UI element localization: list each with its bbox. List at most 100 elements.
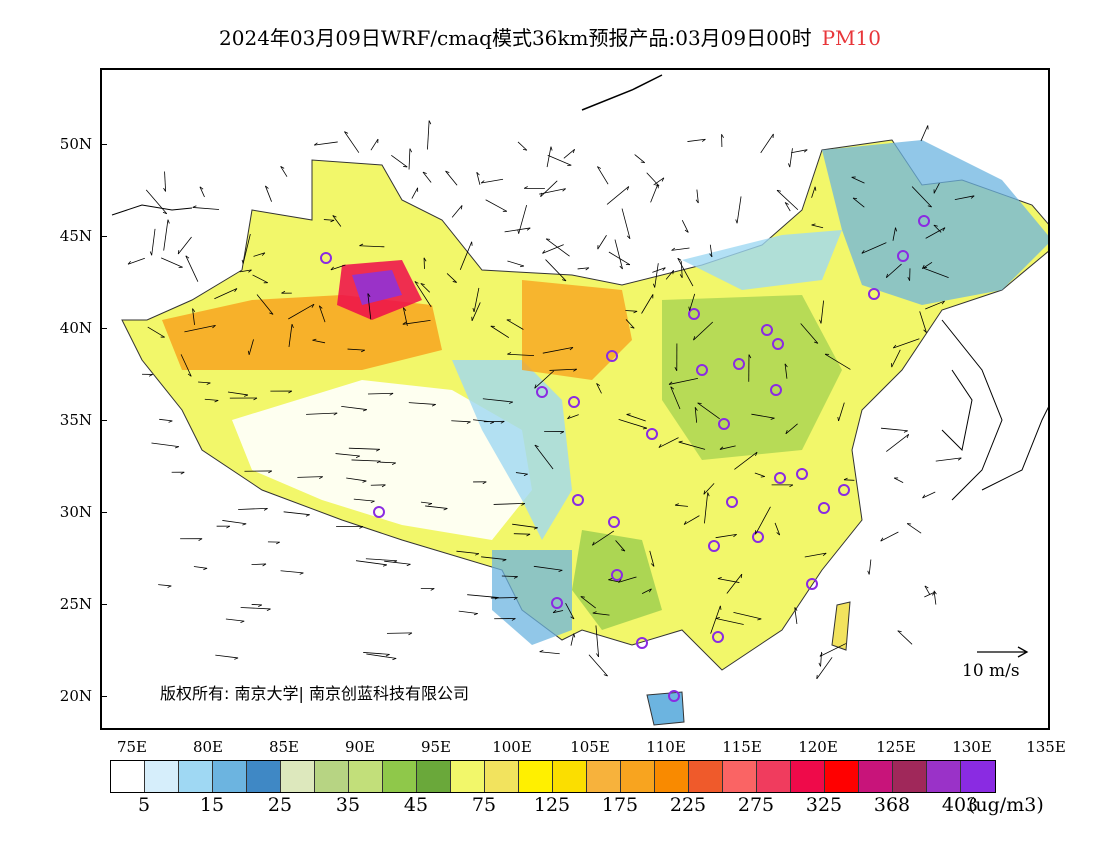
- wind-vector-head: [957, 457, 962, 461]
- colorbar-cell: [621, 761, 655, 792]
- wind-vector-head: [507, 352, 512, 355]
- wind-vector-head: [674, 503, 679, 506]
- wind-vector-head: [198, 538, 203, 541]
- wind-vector: [507, 260, 525, 267]
- wind-vector-head: [420, 283, 425, 285]
- wind-vector-head: [658, 444, 662, 448]
- wind-vector-head: [794, 607, 798, 611]
- wind-vector: [851, 176, 865, 184]
- wind-vector-head: [523, 473, 528, 476]
- wind-vector-head: [822, 552, 827, 556]
- lat-tick: [100, 328, 107, 329]
- wind-vector: [736, 196, 742, 224]
- wind-vector: [880, 531, 899, 542]
- wind-vector-head: [148, 374, 153, 377]
- wind-vector: [163, 219, 169, 251]
- wind-vector: [565, 602, 575, 620]
- tibet-east-blue: [452, 360, 572, 540]
- wind-vector: [534, 444, 554, 470]
- wind-vector: [414, 281, 432, 308]
- wind-vector-head: [941, 300, 945, 305]
- wind-vector-head: [785, 429, 788, 434]
- wind-vector: [880, 427, 908, 432]
- wind-vector: [253, 252, 266, 257]
- wind-vector: [264, 185, 272, 202]
- wind-vector-head: [533, 527, 538, 530]
- wind-vector: [420, 501, 432, 504]
- wind-vector-head: [880, 537, 884, 542]
- wind-vector: [811, 224, 824, 229]
- wind-vector: [751, 413, 775, 419]
- japan-coast: [981, 406, 1048, 491]
- wind-vector: [485, 199, 508, 212]
- colorbar-cell: [723, 761, 757, 792]
- wind-vector: [816, 657, 833, 680]
- wind-vector: [654, 263, 659, 288]
- wind-vector-head: [721, 134, 724, 138]
- wind-vector-head: [569, 347, 574, 351]
- wind-vector-head: [695, 199, 699, 204]
- wind-vector-head: [927, 205, 932, 208]
- wind-vector: [935, 457, 962, 462]
- wind-vector-head: [621, 549, 626, 552]
- wind-vector: [420, 283, 431, 293]
- wind-vector-head: [652, 283, 656, 288]
- wind-vector: [933, 224, 942, 233]
- wind-vector-head: [626, 413, 631, 415]
- colorbar-label: 45: [403, 794, 429, 816]
- wind-vector-head: [376, 448, 380, 452]
- chart-title: 2024年03月09日WRF/cmaq模式36km预报产品:03月09日00时 P…: [0, 22, 1100, 51]
- wind-vector: [893, 338, 920, 349]
- wind-vector-head: [970, 195, 975, 199]
- wind-vector: [570, 633, 575, 646]
- north-green: [662, 295, 842, 460]
- wind-vector: [675, 504, 688, 507]
- wind-vector: [353, 498, 375, 502]
- wind-vector: [384, 560, 411, 565]
- lon-label-125e: 125E: [876, 738, 916, 756]
- wind-vector: [297, 476, 323, 478]
- wind-vector: [204, 398, 219, 401]
- wind-vector: [608, 579, 619, 583]
- wind-vector: [533, 565, 563, 571]
- wind-vector-head: [480, 180, 485, 184]
- wind-vector: [553, 610, 564, 614]
- wind-vector: [800, 323, 819, 344]
- wind-vector: [820, 651, 822, 667]
- wind-vector-head: [560, 431, 565, 434]
- wind-vector-head: [359, 243, 364, 247]
- wind-vector-head: [597, 166, 602, 169]
- wind-vector: [451, 420, 471, 423]
- wind-vector-head: [906, 434, 910, 439]
- wind-vector-head: [703, 490, 706, 495]
- wind-vector-head: [460, 205, 463, 210]
- wind-vector: [811, 186, 816, 198]
- lon-label-135e: 135E: [1026, 738, 1066, 756]
- wind-vector: [348, 447, 380, 450]
- lon-label-120e: 120E: [798, 738, 838, 756]
- wind-vector: [214, 288, 238, 300]
- wind-vector: [347, 348, 365, 351]
- wind-vector: [549, 368, 577, 371]
- wind-vector: [177, 236, 192, 255]
- wind-vector-head: [344, 131, 349, 134]
- wind-vector: [446, 273, 457, 283]
- wind-vector: [694, 407, 698, 423]
- colorbar-cell: [859, 761, 893, 792]
- wind-vector: [256, 294, 274, 315]
- wind-vector-head: [837, 416, 839, 422]
- lat-tick: [100, 420, 107, 421]
- wind-vector: [819, 643, 847, 657]
- wind-vector-head: [409, 148, 413, 153]
- wind-vector-head: [452, 281, 457, 283]
- wind-vector-head: [748, 354, 752, 359]
- wind-vector-head: [162, 211, 167, 215]
- wind-vector: [198, 381, 211, 384]
- wind-vector-head: [922, 494, 926, 499]
- wind-vector-head: [570, 616, 575, 620]
- wind-vector-head: [596, 383, 601, 387]
- wind-vector: [545, 259, 567, 282]
- wind-vector: [473, 419, 494, 423]
- wind-vector: [924, 585, 931, 595]
- wind-vector: [408, 148, 411, 170]
